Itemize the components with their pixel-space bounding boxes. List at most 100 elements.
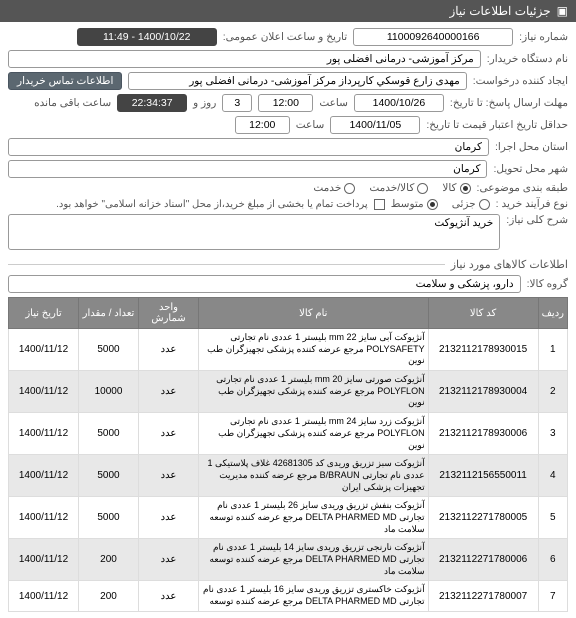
cell-qty: 200 (79, 581, 139, 611)
buyer-label: نام دستگاه خریدار: (487, 53, 568, 65)
header-title: جزئیات اطلاعات نیاز (449, 4, 550, 18)
table-head-row: ردیف کد کالا نام کالا واحد شمارش تعداد /… (9, 298, 568, 329)
radio-mid[interactable] (427, 199, 438, 210)
time-label-1: ساعت (319, 97, 348, 109)
deadline-time: 12:00 (258, 94, 313, 112)
cell-unit: عدد (139, 455, 199, 497)
table-row: 52132112271780005آنژیوکت بنفش تزریق ورید… (9, 497, 568, 539)
items-table: ردیف کد کالا نام کالا واحد شمارش تعداد /… (8, 297, 568, 612)
min-valid-label: حداقل تاریخ اعتبار قیمت تا تاریخ: (426, 119, 568, 131)
cell-n: 7 (538, 581, 567, 611)
table-row: 12132112178930015آنژیوکت آبی سایز mm 22 … (9, 329, 568, 371)
remain-days-label: روز و (193, 97, 216, 109)
cell-date: 1400/11/12 (9, 329, 79, 371)
cell-unit: عدد (139, 413, 199, 455)
cell-qty: 200 (79, 539, 139, 581)
cell-code: 2132112178930015 (428, 329, 538, 371)
group: دارو، پزشکی و سلامت (8, 275, 521, 293)
cell-qty: 5000 (79, 329, 139, 371)
deliv-loc-label: شهر محل تحویل: (493, 163, 568, 175)
cell-qty: 5000 (79, 455, 139, 497)
cell-name: آنژیوکت نارنجی تزریق وریدی سایز 14 بلیست… (199, 539, 429, 581)
group-label: گروه کالا: (527, 278, 568, 290)
radio-servonly[interactable] (344, 183, 355, 194)
cell-unit: عدد (139, 497, 199, 539)
section2-title: اطلاعات کالاهای مورد نیاز (451, 258, 568, 271)
cell-qty: 5000 (79, 497, 139, 539)
cell-date: 1400/11/12 (9, 539, 79, 581)
pay-note: پرداخت تمام یا بخشی از مبلغ خرید،از محل … (56, 199, 368, 210)
contact-button[interactable]: اطلاعات تماس خریدار (8, 72, 122, 90)
cell-code: 2132112156550011 (428, 455, 538, 497)
cell-n: 6 (538, 539, 567, 581)
radio-service-label: کالا/خدمت (369, 182, 414, 194)
cell-name: آنژیوکت آبی سایز mm 22 بلیستر 1 عددی نام… (199, 329, 429, 371)
subject-cat-label: طبقه بندی موضوعی: (477, 182, 568, 194)
cell-qty: 10000 (79, 371, 139, 413)
col-name: نام کالا (199, 298, 429, 329)
cell-name: آنژیوکت صورتی سایز mm 20 بلیستر 1 عددی ن… (199, 371, 429, 413)
cell-n: 1 (538, 329, 567, 371)
remain-time: 22:34:37 (117, 94, 187, 112)
cell-name: آنژیوکت زرد سایز mm 24 بلیستر 1 عددی نام… (199, 413, 429, 455)
min-valid-time: 12:00 (235, 116, 290, 134)
buyer: مرکز آموزشی- درمانی افضلی پور (8, 50, 481, 68)
cell-date: 1400/11/12 (9, 497, 79, 539)
radio-low[interactable] (479, 199, 490, 210)
cell-name: آنژیوکت خاکستری تزریق وریدی سایز 16 بلیس… (199, 581, 429, 611)
radio-servonly-label: خدمت (313, 182, 341, 194)
table-row: 72132112271780007آنژیوکت خاکستری تزریق و… (9, 581, 568, 611)
proc-type-label: نوع فرآیند خرید : (496, 198, 568, 210)
col-qty: تعداد / مقدار (79, 298, 139, 329)
cell-name: آنژیوکت بنفش تزریق وریدی سایز 26 بلیستر … (199, 497, 429, 539)
min-valid-date: 1400/11/05 (330, 116, 420, 134)
proc-type-radios: جزئی متوسط (391, 198, 490, 210)
col-unit: واحد شمارش (139, 298, 199, 329)
ann-date-label: تاریخ و ساعت اعلان عمومی: (223, 31, 347, 43)
cell-unit: عدد (139, 329, 199, 371)
header-bar: ▣ جزئیات اطلاعات نیاز (0, 0, 576, 22)
radio-mid-label: متوسط (391, 198, 424, 210)
ann-date: 1400/10/22 - 11:49 (77, 28, 217, 46)
table-row: 62132112271780006آنژیوکت نارنجی تزریق ور… (9, 539, 568, 581)
exec-loc-label: استان محل اجرا: (495, 141, 568, 153)
time-label-2: ساعت (296, 119, 325, 131)
info-icon: ▣ (557, 4, 568, 18)
radio-kala[interactable] (460, 183, 471, 194)
subject-radios: کالا کالا/خدمت خدمت (313, 182, 470, 194)
cell-unit: عدد (139, 539, 199, 581)
cell-code: 2132112178930006 (428, 413, 538, 455)
radio-low-label: جزئی (452, 198, 476, 210)
cell-name: آنژیوکت سبز تزریق وریدی کد 42681305 غلاف… (199, 455, 429, 497)
cell-unit: عدد (139, 581, 199, 611)
cell-n: 4 (538, 455, 567, 497)
pay-checkbox[interactable] (374, 199, 385, 210)
desc: خرید آنژیوکت (8, 214, 500, 250)
cell-date: 1400/11/12 (9, 413, 79, 455)
cell-qty: 5000 (79, 413, 139, 455)
need-no-label: شماره نیاز: (519, 31, 568, 43)
exec-loc: کرمان (8, 138, 489, 156)
deliv-loc: کرمان (8, 160, 487, 178)
deadline-label: مهلت ارسال پاسخ: تا تاریخ: (450, 97, 568, 109)
remain-days: 3 (222, 94, 252, 112)
cell-unit: عدد (139, 371, 199, 413)
col-code: کد کالا (428, 298, 538, 329)
cell-date: 1400/11/12 (9, 455, 79, 497)
cell-date: 1400/11/12 (9, 581, 79, 611)
col-date: تاریخ نیاز (9, 298, 79, 329)
main-section: شماره نیاز: 1100092640000166 تاریخ و ساع… (0, 22, 576, 618)
cell-code: 2132112271780005 (428, 497, 538, 539)
table-row: 42132112156550011آنژیوکت سبز تزریق وریدی… (9, 455, 568, 497)
cell-n: 5 (538, 497, 567, 539)
radio-service[interactable] (417, 183, 428, 194)
creator-label: ایجاد کننده درخواست: (473, 75, 568, 87)
creator: مهدی زارع قوسکي کارپرداز مرکز آموزشی- در… (128, 72, 466, 90)
cell-n: 3 (538, 413, 567, 455)
table-row: 22132112178930004آنژیوکت صورتی سایز mm 2… (9, 371, 568, 413)
section2-divider: اطلاعات کالاهای مورد نیاز (8, 258, 568, 271)
desc-label: شرح کلی نیاز: (506, 214, 568, 226)
table-row: 32132112178930006آنژیوکت زرد سایز mm 24 … (9, 413, 568, 455)
cell-code: 2132112271780006 (428, 539, 538, 581)
cell-date: 1400/11/12 (9, 371, 79, 413)
